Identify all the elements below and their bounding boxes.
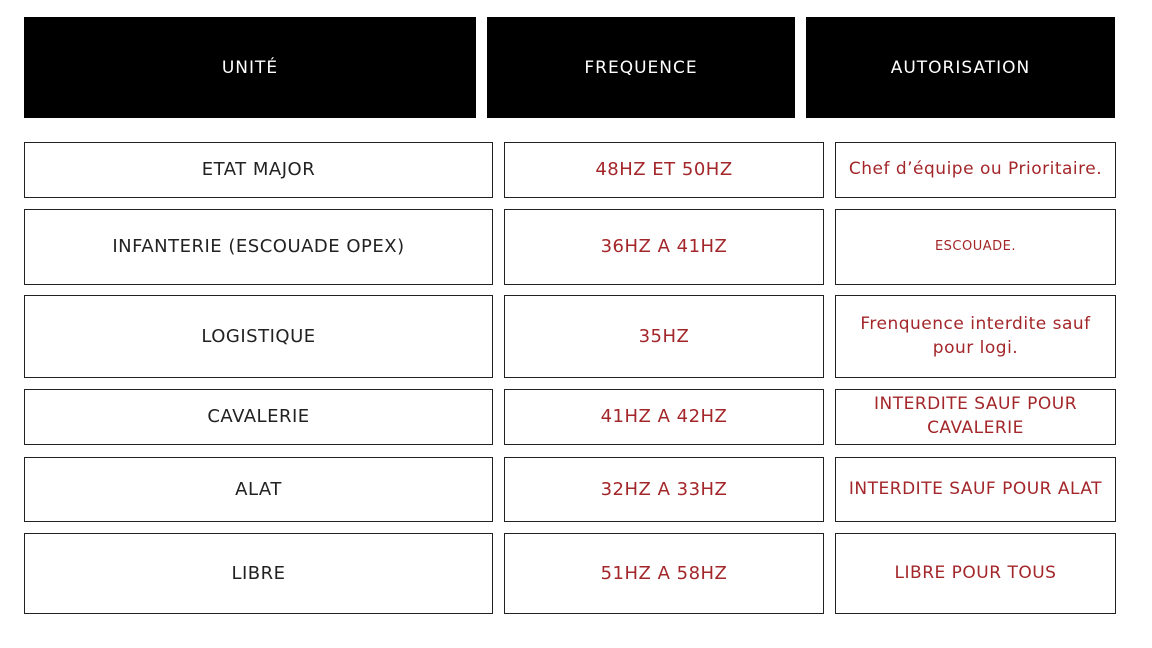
table-cell: Frenquence interdite sauf pour logi. <box>835 295 1116 378</box>
table-cell: 41HZ A 42HZ <box>504 389 824 445</box>
table-cell: Chef d’équipe ou Prioritaire. <box>835 142 1116 198</box>
table-cell: INTERDITE SAUF POUR ALAT <box>835 457 1116 522</box>
table-cell: INFANTERIE (ESCOUADE OPEX) <box>24 209 493 285</box>
table-cell: 48HZ ET 50HZ <box>504 142 824 198</box>
table-cell: LIBRE <box>24 533 493 614</box>
table-cell: 32HZ A 33HZ <box>504 457 824 522</box>
table-cell: ESCOUADE. <box>835 209 1116 285</box>
table-cell: ALAT <box>24 457 493 522</box>
table-cell: ETAT MAJOR <box>24 142 493 198</box>
table-cell: CAVALERIE <box>24 389 493 445</box>
header-cell: AUTORISATION <box>806 17 1115 118</box>
table-cell: 35HZ <box>504 295 824 378</box>
table-cell: INTERDITE SAUF POUR CAVALERIE <box>835 389 1116 445</box>
table-cell: 36HZ A 41HZ <box>504 209 824 285</box>
table-cell: LIBRE POUR TOUS <box>835 533 1116 614</box>
header-cell: FREQUENCE <box>487 17 795 118</box>
table-cell: 51HZ A 58HZ <box>504 533 824 614</box>
table-cell: LOGISTIQUE <box>24 295 493 378</box>
header-cell: UNITÉ <box>24 17 476 118</box>
